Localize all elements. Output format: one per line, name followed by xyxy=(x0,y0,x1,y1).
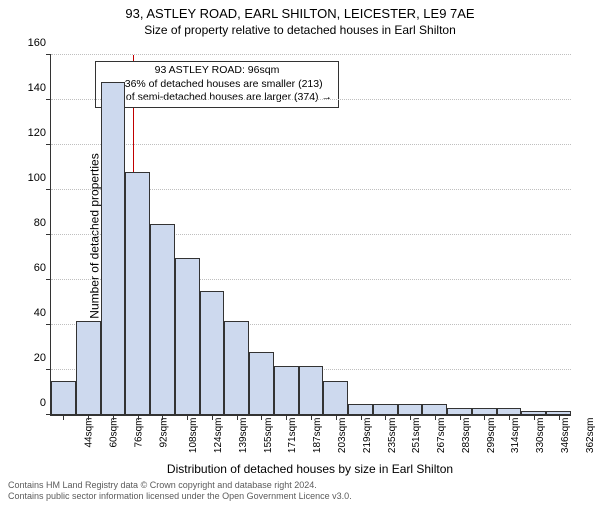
ytick-mark xyxy=(46,279,51,280)
callout-box: 93 ASTLEY ROAD: 96sqm ← 36% of detached … xyxy=(95,61,339,108)
xtick-label: 314sqm xyxy=(510,418,521,454)
histogram-bar xyxy=(447,408,472,415)
xtick-label: 362sqm xyxy=(585,418,596,454)
xtick-label: 330sqm xyxy=(535,418,546,454)
ytick-mark xyxy=(46,234,51,235)
ytick-mark xyxy=(46,324,51,325)
histogram-bar xyxy=(348,404,373,415)
xtick-mark xyxy=(484,415,485,420)
xtick-mark xyxy=(212,415,213,420)
xtick-label: 155sqm xyxy=(263,418,274,454)
xtick-label: 60sqm xyxy=(109,418,120,448)
xtick-mark xyxy=(162,415,163,420)
ytick-mark xyxy=(46,189,51,190)
callout-line2: ← 36% of detached houses are smaller (21… xyxy=(102,78,332,92)
xtick-label: 76sqm xyxy=(133,418,144,448)
ytick-label: 60 xyxy=(16,262,46,274)
histogram-bar xyxy=(497,408,522,415)
ytick-mark xyxy=(46,144,51,145)
xtick-mark xyxy=(311,415,312,420)
ytick-label: 40 xyxy=(16,307,46,319)
gridline xyxy=(51,144,571,145)
histogram-bar xyxy=(398,404,423,415)
xtick-mark xyxy=(336,415,337,420)
histogram-bar xyxy=(76,321,101,416)
xtick-label: 44sqm xyxy=(84,418,95,448)
histogram-bar xyxy=(373,404,398,415)
xtick-label: 251sqm xyxy=(411,418,422,454)
xtick-label: 139sqm xyxy=(238,418,249,454)
xtick-mark xyxy=(410,415,411,420)
xtick-mark xyxy=(509,415,510,420)
ytick-label: 20 xyxy=(16,352,46,364)
xtick-label: 187sqm xyxy=(312,418,323,454)
histogram-bar xyxy=(422,404,447,415)
footer-line1: Contains HM Land Registry data © Crown c… xyxy=(8,480,352,491)
xtick-mark xyxy=(361,415,362,420)
histogram-bar xyxy=(224,321,249,416)
callout-line1: 93 ASTLEY ROAD: 96sqm xyxy=(102,64,332,78)
xtick-mark xyxy=(113,415,114,420)
ytick-label: 160 xyxy=(16,37,46,49)
plot-region: 93 ASTLEY ROAD: 96sqm ← 36% of detached … xyxy=(50,55,571,416)
xtick-mark xyxy=(559,415,560,420)
ytick-label: 80 xyxy=(16,217,46,229)
xtick-label: 283sqm xyxy=(461,418,472,454)
xtick-label: 267sqm xyxy=(436,418,447,454)
ytick-mark xyxy=(46,369,51,370)
xtick-mark xyxy=(63,415,64,420)
xtick-mark xyxy=(138,415,139,420)
histogram-bar xyxy=(101,82,126,415)
ytick-label: 140 xyxy=(16,82,46,94)
xtick-label: 346sqm xyxy=(560,418,571,454)
gridline xyxy=(51,54,571,55)
histogram-bar xyxy=(274,366,299,416)
ytick-mark xyxy=(46,99,51,100)
xtick-label: 108sqm xyxy=(189,418,200,454)
gridline xyxy=(51,99,571,100)
xtick-label: 171sqm xyxy=(288,418,299,454)
xtick-label: 92sqm xyxy=(158,418,169,448)
ytick-label: 100 xyxy=(16,172,46,184)
page-subtitle: Size of property relative to detached ho… xyxy=(0,23,600,37)
xtick-label: 219sqm xyxy=(362,418,373,454)
footer-line2: Contains public sector information licen… xyxy=(8,491,352,502)
histogram-bar xyxy=(200,291,225,415)
xtick-mark xyxy=(534,415,535,420)
histogram-bar xyxy=(150,224,175,415)
histogram-bar xyxy=(51,381,76,415)
xtick-label: 124sqm xyxy=(213,418,224,454)
xtick-mark xyxy=(460,415,461,420)
xtick-label: 299sqm xyxy=(486,418,497,454)
ytick-mark xyxy=(46,54,51,55)
histogram-bar xyxy=(175,258,200,416)
xtick-mark xyxy=(237,415,238,420)
histogram-bar xyxy=(299,366,324,416)
xtick-mark xyxy=(286,415,287,420)
histogram-bar xyxy=(323,381,348,415)
histogram-bar xyxy=(125,172,150,415)
ytick-label: 0 xyxy=(16,397,46,409)
xtick-label: 203sqm xyxy=(337,418,348,454)
histogram-bar xyxy=(249,352,274,415)
histogram-chart: Number of detached properties 93 ASTLEY … xyxy=(50,56,570,416)
page-title: 93, ASTLEY ROAD, EARL SHILTON, LEICESTER… xyxy=(0,6,600,21)
ytick-label: 120 xyxy=(16,127,46,139)
xtick-mark xyxy=(88,415,89,420)
xtick-mark xyxy=(261,415,262,420)
xtick-mark xyxy=(187,415,188,420)
histogram-bar xyxy=(472,408,497,415)
xtick-label: 235sqm xyxy=(387,418,398,454)
xtick-mark xyxy=(435,415,436,420)
xtick-mark xyxy=(385,415,386,420)
x-axis-label: Distribution of detached houses by size … xyxy=(167,462,453,476)
footer-attribution: Contains HM Land Registry data © Crown c… xyxy=(8,480,352,503)
